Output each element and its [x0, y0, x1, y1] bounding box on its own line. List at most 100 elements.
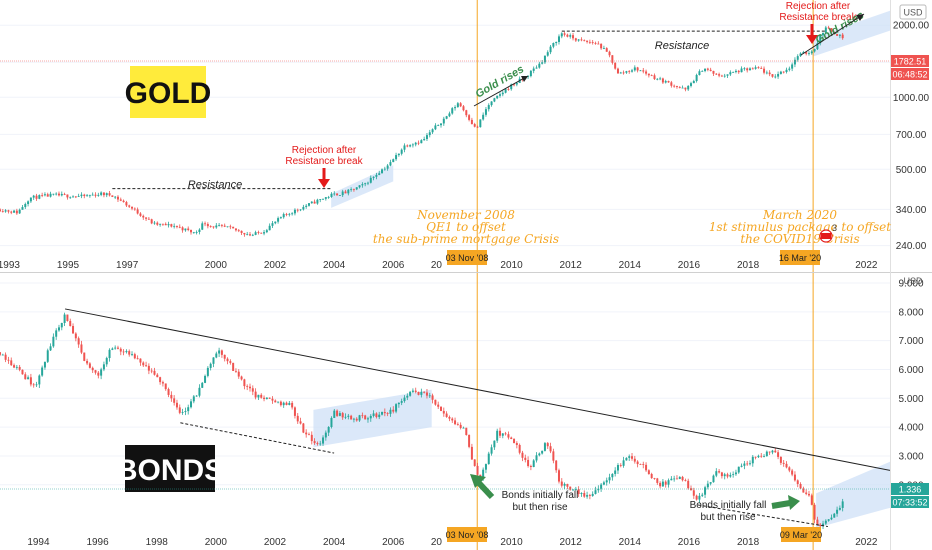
gold-candle	[591, 42, 594, 43]
currency-tag-gold[interactable]: USD	[899, 4, 927, 20]
bonds-candle	[378, 414, 381, 418]
gold-candle	[178, 226, 181, 228]
bonds-candle	[324, 432, 327, 438]
bonds-candle	[215, 353, 218, 358]
bonds-price-tag: 1.336 07:33:52	[891, 483, 929, 508]
bonds-candle	[428, 395, 431, 397]
bonds-candle	[802, 488, 805, 493]
gold-candle	[386, 165, 389, 169]
gold-candle	[510, 84, 513, 90]
bonds-candle	[111, 348, 114, 350]
gold-candle	[631, 70, 634, 72]
bonds-candle	[583, 493, 586, 497]
bonds-candle	[69, 320, 72, 327]
bonds-xtick-label: 1996	[86, 537, 109, 548]
bonds-candle	[86, 360, 89, 364]
bonds-candle	[277, 401, 280, 403]
bonds-xtick-label: 2006	[382, 537, 405, 548]
gold-candle	[234, 228, 237, 231]
gold-label: GOLD	[125, 66, 212, 118]
gold-candle	[257, 232, 260, 234]
bonds-candle	[265, 397, 268, 400]
bonds-candle	[501, 433, 504, 436]
bonds-candle	[513, 438, 516, 444]
gold-candle	[543, 55, 546, 63]
bonds-candle	[631, 456, 634, 459]
bonds-candle	[234, 370, 237, 372]
bonds-candle	[305, 432, 308, 435]
bonds-candle	[285, 402, 288, 405]
gold-candle	[479, 119, 482, 128]
gold-candle	[490, 101, 493, 106]
svg-text:GOLD: GOLD	[125, 77, 212, 110]
bonds-xtick-label: 2016	[678, 537, 701, 548]
bonds-candle	[574, 489, 577, 490]
gold-candle	[569, 35, 572, 37]
gold-candle	[468, 115, 471, 120]
gold-candle	[577, 39, 580, 41]
bonds-candle	[66, 314, 69, 321]
bonds-candle	[737, 466, 740, 473]
flag-marker[interactable]: 3	[819, 223, 837, 243]
bonds-candle	[131, 354, 134, 355]
bonds-candle	[24, 374, 27, 380]
gold-candle	[462, 106, 465, 111]
gold-candle	[263, 232, 266, 234]
bonds-ytick-label: 5.000	[898, 394, 923, 405]
bonds-candle	[504, 433, 507, 435]
gold-candle	[673, 85, 676, 87]
gold-candle	[588, 41, 591, 43]
gold-candle	[706, 68, 709, 70]
gold-rises-arrow-1	[473, 75, 529, 107]
gold-candle	[819, 35, 822, 44]
gold-candle	[586, 40, 589, 42]
gold-candle	[369, 177, 372, 183]
gold-candle	[319, 199, 322, 200]
gold-candle	[77, 196, 80, 197]
bonds-candle	[484, 464, 487, 470]
gold-candle	[440, 123, 443, 126]
bonds-candle	[7, 359, 10, 361]
bonds-candle	[32, 384, 35, 386]
gold-candle	[482, 114, 485, 120]
bonds-candle	[440, 406, 443, 411]
bonds-candle	[768, 451, 771, 453]
gold-candle	[324, 197, 327, 199]
gold-candle	[4, 210, 7, 212]
gold-candle	[836, 34, 839, 36]
bonds-support-line-2	[697, 504, 828, 528]
bonds-candle	[145, 365, 148, 367]
gold-candle	[153, 222, 156, 224]
gold-candle	[66, 194, 69, 198]
gold-candle	[782, 71, 785, 73]
gold-candle	[226, 226, 229, 228]
svg-text:USD: USD	[903, 8, 923, 18]
gold-xtick-label: 2010	[500, 260, 523, 271]
bonds-candle	[622, 460, 625, 466]
bonds-candle	[425, 392, 428, 396]
bonds-candle	[675, 478, 678, 480]
gold-candle	[372, 176, 375, 178]
bonds-candle	[633, 458, 636, 462]
gold-candle	[838, 34, 841, 36]
gold-candle	[277, 218, 280, 222]
bonds-xtick-label: 2012	[560, 537, 583, 548]
gold-candle	[209, 226, 212, 227]
bonds-candle	[594, 490, 597, 494]
gold-candle	[350, 189, 353, 191]
gold-candle	[364, 183, 367, 185]
gold-candle	[159, 223, 162, 225]
bonds-candle	[524, 457, 527, 460]
bonds-candle	[395, 404, 398, 412]
bonds-candle	[333, 410, 336, 418]
bonds-candle	[372, 413, 375, 416]
gold-candle	[687, 85, 690, 90]
gold-candle	[529, 70, 532, 77]
bonds-candle	[293, 407, 296, 416]
bonds-candle	[167, 389, 170, 395]
bonds-candle	[476, 465, 479, 475]
gold-candle	[212, 226, 215, 228]
bonds-candle	[653, 478, 656, 479]
gold-candle	[128, 205, 131, 207]
gold-candle	[757, 67, 760, 69]
